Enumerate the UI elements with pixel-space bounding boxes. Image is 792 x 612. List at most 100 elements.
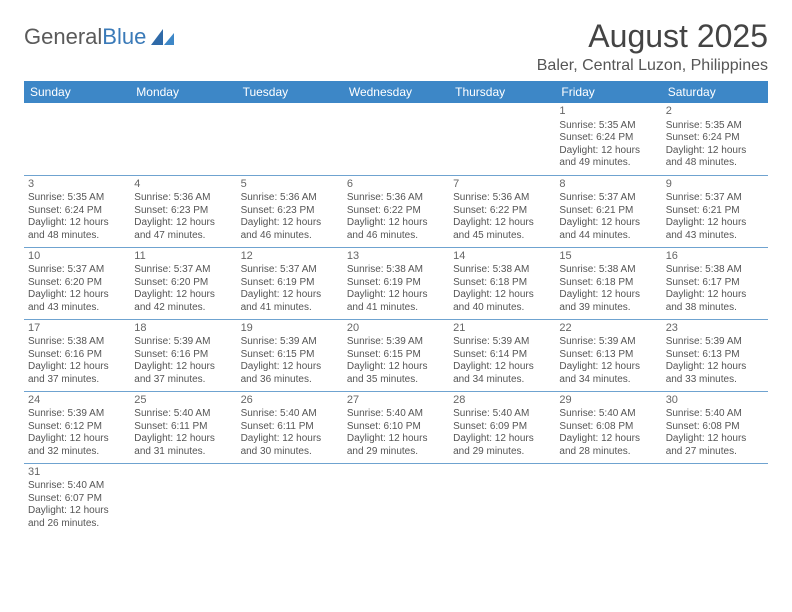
day-info-line: and 32 minutes.: [28, 446, 126, 459]
logo-text-blue: Blue: [102, 24, 146, 49]
day-info-line: Sunset: 6:21 PM: [666, 205, 764, 218]
day-info-line: Daylight: 12 hours: [453, 217, 551, 230]
day-number: 6: [347, 178, 445, 192]
calendar-cell-empty: [237, 103, 343, 175]
calendar-cell: 16Sunrise: 5:38 AMSunset: 6:17 PMDayligh…: [662, 247, 768, 319]
day-number: 26: [241, 394, 339, 408]
calendar-cell-empty: [343, 463, 449, 535]
day-info-line: Sunset: 6:11 PM: [241, 421, 339, 434]
day-info-line: Sunrise: 5:39 AM: [28, 408, 126, 421]
day-info-line: Sunset: 6:07 PM: [28, 493, 126, 506]
day-info-line: and 48 minutes.: [666, 157, 764, 170]
day-number: 24: [28, 394, 126, 408]
calendar-cell: 23Sunrise: 5:39 AMSunset: 6:13 PMDayligh…: [662, 319, 768, 391]
day-info-line: Daylight: 12 hours: [666, 145, 764, 158]
day-info-line: Sunset: 6:15 PM: [347, 349, 445, 362]
calendar-row: 1Sunrise: 5:35 AMSunset: 6:24 PMDaylight…: [24, 103, 768, 175]
day-header: Monday: [130, 81, 236, 103]
calendar-cell: 15Sunrise: 5:38 AMSunset: 6:18 PMDayligh…: [555, 247, 661, 319]
day-info-line: Daylight: 12 hours: [559, 145, 657, 158]
day-info-line: Sunrise: 5:36 AM: [134, 192, 232, 205]
day-info-line: Sunset: 6:09 PM: [453, 421, 551, 434]
day-info-line: Daylight: 12 hours: [666, 289, 764, 302]
calendar-row: 3Sunrise: 5:35 AMSunset: 6:24 PMDaylight…: [24, 175, 768, 247]
day-info-line: and 39 minutes.: [559, 302, 657, 315]
day-info-line: and 43 minutes.: [666, 230, 764, 243]
day-info-line: Daylight: 12 hours: [559, 433, 657, 446]
day-info-line: Sunrise: 5:38 AM: [666, 264, 764, 277]
day-info-line: Sunset: 6:10 PM: [347, 421, 445, 434]
sail-icon: [150, 27, 176, 47]
day-number: 1: [559, 105, 657, 119]
calendar-row: 10Sunrise: 5:37 AMSunset: 6:20 PMDayligh…: [24, 247, 768, 319]
day-info-line: Daylight: 12 hours: [134, 433, 232, 446]
day-info-line: Sunset: 6:22 PM: [453, 205, 551, 218]
calendar-cell: 25Sunrise: 5:40 AMSunset: 6:11 PMDayligh…: [130, 391, 236, 463]
logo-text-general: General: [24, 24, 102, 49]
day-info-line: Sunrise: 5:40 AM: [666, 408, 764, 421]
day-info-line: and 35 minutes.: [347, 374, 445, 387]
day-info-line: Sunrise: 5:40 AM: [134, 408, 232, 421]
day-info-line: Sunset: 6:22 PM: [347, 205, 445, 218]
day-info-line: and 26 minutes.: [28, 518, 126, 531]
day-info-line: and 49 minutes.: [559, 157, 657, 170]
calendar-cell: 1Sunrise: 5:35 AMSunset: 6:24 PMDaylight…: [555, 103, 661, 175]
day-info-line: Daylight: 12 hours: [559, 361, 657, 374]
day-number: 22: [559, 322, 657, 336]
day-header: Sunday: [24, 81, 130, 103]
calendar-cell: 30Sunrise: 5:40 AMSunset: 6:08 PMDayligh…: [662, 391, 768, 463]
day-info-line: Daylight: 12 hours: [453, 433, 551, 446]
day-info-line: Sunrise: 5:38 AM: [28, 336, 126, 349]
day-info-line: and 43 minutes.: [28, 302, 126, 315]
day-info-line: Sunset: 6:13 PM: [559, 349, 657, 362]
day-info-line: Sunset: 6:11 PM: [134, 421, 232, 434]
calendar-cell: 31Sunrise: 5:40 AMSunset: 6:07 PMDayligh…: [24, 463, 130, 535]
calendar-cell-empty: [237, 463, 343, 535]
day-info-line: Sunrise: 5:37 AM: [28, 264, 126, 277]
day-number: 25: [134, 394, 232, 408]
day-number: 17: [28, 322, 126, 336]
day-number: 11: [134, 250, 232, 264]
day-number: 19: [241, 322, 339, 336]
day-info-line: Sunset: 6:12 PM: [28, 421, 126, 434]
day-info-line: Sunrise: 5:40 AM: [347, 408, 445, 421]
day-info-line: Daylight: 12 hours: [28, 361, 126, 374]
day-info-line: Daylight: 12 hours: [559, 217, 657, 230]
day-info-line: and 34 minutes.: [559, 374, 657, 387]
day-info-line: Sunrise: 5:35 AM: [28, 192, 126, 205]
day-info-line: Daylight: 12 hours: [134, 361, 232, 374]
day-number: 9: [666, 178, 764, 192]
day-info-line: and 38 minutes.: [666, 302, 764, 315]
month-title: August 2025: [537, 18, 768, 55]
day-header: Friday: [555, 81, 661, 103]
day-number: 5: [241, 178, 339, 192]
day-info-line: Sunrise: 5:39 AM: [241, 336, 339, 349]
day-info-line: Sunrise: 5:37 AM: [241, 264, 339, 277]
day-info-line: Daylight: 12 hours: [666, 433, 764, 446]
day-header-row: SundayMondayTuesdayWednesdayThursdayFrid…: [24, 81, 768, 103]
day-info-line: Daylight: 12 hours: [241, 217, 339, 230]
day-info-line: and 29 minutes.: [347, 446, 445, 459]
day-info-line: and 47 minutes.: [134, 230, 232, 243]
day-info-line: Daylight: 12 hours: [347, 361, 445, 374]
calendar-cell-empty: [449, 103, 555, 175]
calendar-cell: 2Sunrise: 5:35 AMSunset: 6:24 PMDaylight…: [662, 103, 768, 175]
day-info-line: Sunset: 6:19 PM: [241, 277, 339, 290]
day-info-line: and 41 minutes.: [347, 302, 445, 315]
day-info-line: Sunset: 6:20 PM: [134, 277, 232, 290]
calendar-cell: 5Sunrise: 5:36 AMSunset: 6:23 PMDaylight…: [237, 175, 343, 247]
calendar-cell: 4Sunrise: 5:36 AMSunset: 6:23 PMDaylight…: [130, 175, 236, 247]
day-info-line: Sunrise: 5:40 AM: [28, 480, 126, 493]
day-info-line: Sunset: 6:20 PM: [28, 277, 126, 290]
day-info-line: Sunset: 6:18 PM: [559, 277, 657, 290]
day-number: 8: [559, 178, 657, 192]
day-number: 2: [666, 105, 764, 119]
day-number: 10: [28, 250, 126, 264]
day-number: 30: [666, 394, 764, 408]
calendar-cell: 19Sunrise: 5:39 AMSunset: 6:15 PMDayligh…: [237, 319, 343, 391]
day-info-line: Daylight: 12 hours: [28, 217, 126, 230]
calendar-cell: 11Sunrise: 5:37 AMSunset: 6:20 PMDayligh…: [130, 247, 236, 319]
day-info-line: Sunset: 6:08 PM: [559, 421, 657, 434]
calendar-row: 31Sunrise: 5:40 AMSunset: 6:07 PMDayligh…: [24, 463, 768, 535]
calendar-cell: 10Sunrise: 5:37 AMSunset: 6:20 PMDayligh…: [24, 247, 130, 319]
